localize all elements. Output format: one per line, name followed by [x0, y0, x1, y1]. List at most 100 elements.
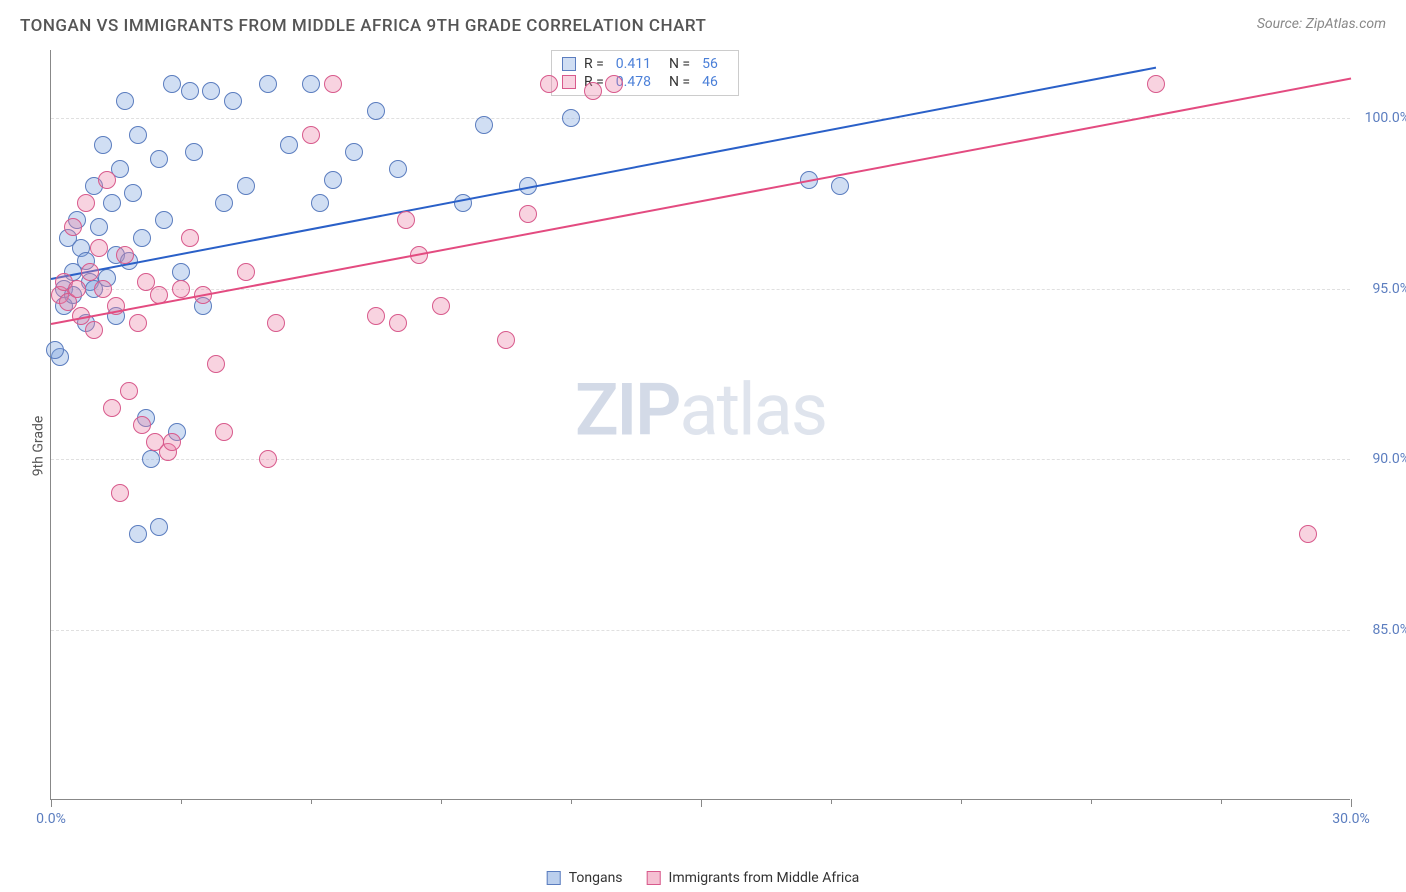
scatter-point	[345, 143, 363, 161]
scatter-point	[163, 433, 181, 451]
legend-swatch	[647, 871, 661, 885]
scatter-point	[90, 218, 108, 236]
scatter-point	[540, 75, 558, 93]
scatter-point	[207, 355, 225, 373]
scatter-point	[181, 82, 199, 100]
scatter-point	[302, 75, 320, 93]
scatter-point	[142, 450, 160, 468]
scatter-point	[224, 92, 242, 110]
trend-line	[51, 77, 1351, 324]
scatter-point	[68, 280, 86, 298]
x-tick	[181, 799, 182, 804]
scatter-point	[111, 484, 129, 502]
scatter-point	[259, 75, 277, 93]
scatter-point	[90, 239, 108, 257]
scatter-point	[389, 314, 407, 332]
y-tick-label: 95.0%	[1358, 281, 1406, 297]
x-tick-label: 30.0%	[1332, 811, 1370, 827]
legend-item: Immigrants from Middle Africa	[647, 870, 860, 886]
scatter-point	[605, 75, 623, 93]
x-tick	[831, 799, 832, 804]
x-tick	[441, 799, 442, 804]
n-label: N =	[669, 74, 690, 90]
x-tick-label: 0.0%	[36, 811, 66, 827]
scatter-point	[324, 171, 342, 189]
x-tick	[1221, 799, 1222, 804]
scatter-point	[181, 229, 199, 247]
scatter-point	[163, 75, 181, 93]
scatter-point	[103, 399, 121, 417]
scatter-point	[280, 136, 298, 154]
x-tick	[571, 799, 572, 804]
scatter-point	[155, 211, 173, 229]
scatter-point	[129, 314, 147, 332]
scatter-point	[311, 194, 329, 212]
legend-swatch	[562, 75, 576, 89]
plot-area: ZIPatlas R =0.411N =56R =0.478N =46 85.0…	[50, 50, 1350, 800]
scatter-point	[85, 321, 103, 339]
series-legend: Tongans Immigrants from Middle Africa	[547, 870, 860, 886]
scatter-point	[150, 150, 168, 168]
scatter-point	[150, 518, 168, 536]
scatter-point	[202, 82, 220, 100]
scatter-point	[77, 194, 95, 212]
trend-line	[51, 67, 1156, 280]
scatter-point	[432, 297, 450, 315]
y-tick-label: 85.0%	[1358, 622, 1406, 638]
scatter-point	[475, 116, 493, 134]
n-value: 56	[702, 56, 718, 72]
scatter-point	[129, 525, 147, 543]
y-axis-label: 9th Grade	[30, 416, 46, 477]
r-label: R =	[584, 56, 604, 72]
scatter-point	[367, 102, 385, 120]
scatter-point	[94, 136, 112, 154]
legend-swatch	[547, 871, 561, 885]
scatter-point	[497, 331, 515, 349]
x-tick	[1091, 799, 1092, 804]
scatter-point	[133, 416, 151, 434]
gridline-h	[51, 118, 1350, 119]
x-tick	[51, 799, 52, 807]
scatter-point	[584, 82, 602, 100]
scatter-point	[116, 92, 134, 110]
legend-swatch	[562, 57, 576, 71]
correlation-legend: R =0.411N =56R =0.478N =46	[551, 50, 739, 96]
scatter-point	[215, 423, 233, 441]
legend-item: Tongans	[547, 870, 623, 886]
scatter-point	[324, 75, 342, 93]
x-tick	[1351, 799, 1352, 807]
scatter-point	[367, 307, 385, 325]
watermark-zip: ZIP	[575, 367, 679, 452]
x-tick	[961, 799, 962, 804]
scatter-point	[64, 218, 82, 236]
scatter-point	[133, 229, 151, 247]
scatter-point	[172, 263, 190, 281]
x-tick	[701, 799, 702, 807]
scatter-point	[129, 126, 147, 144]
scatter-point	[185, 143, 203, 161]
scatter-point	[259, 450, 277, 468]
scatter-point	[94, 280, 112, 298]
scatter-point	[237, 177, 255, 195]
gridline-h	[51, 630, 1350, 631]
watermark: ZIPatlas	[575, 367, 826, 452]
scatter-point	[389, 160, 407, 178]
scatter-point	[1299, 525, 1317, 543]
scatter-point	[120, 382, 138, 400]
scatter-point	[1147, 75, 1165, 93]
scatter-point	[124, 184, 142, 202]
scatter-point	[103, 194, 121, 212]
x-tick	[311, 799, 312, 804]
scatter-point	[46, 341, 64, 359]
source-attribution: Source: ZipAtlas.com	[1257, 16, 1386, 32]
watermark-atlas: atlas	[679, 367, 826, 452]
chart-title: TONGAN VS IMMIGRANTS FROM MIDDLE AFRICA …	[20, 16, 706, 36]
y-tick-label: 100.0%	[1358, 110, 1406, 126]
scatter-point	[562, 109, 580, 127]
gridline-h	[51, 459, 1350, 460]
scatter-point	[116, 246, 134, 264]
scatter-point	[519, 205, 537, 223]
r-value: 0.411	[616, 56, 651, 72]
y-tick-label: 90.0%	[1358, 451, 1406, 467]
scatter-point	[397, 211, 415, 229]
